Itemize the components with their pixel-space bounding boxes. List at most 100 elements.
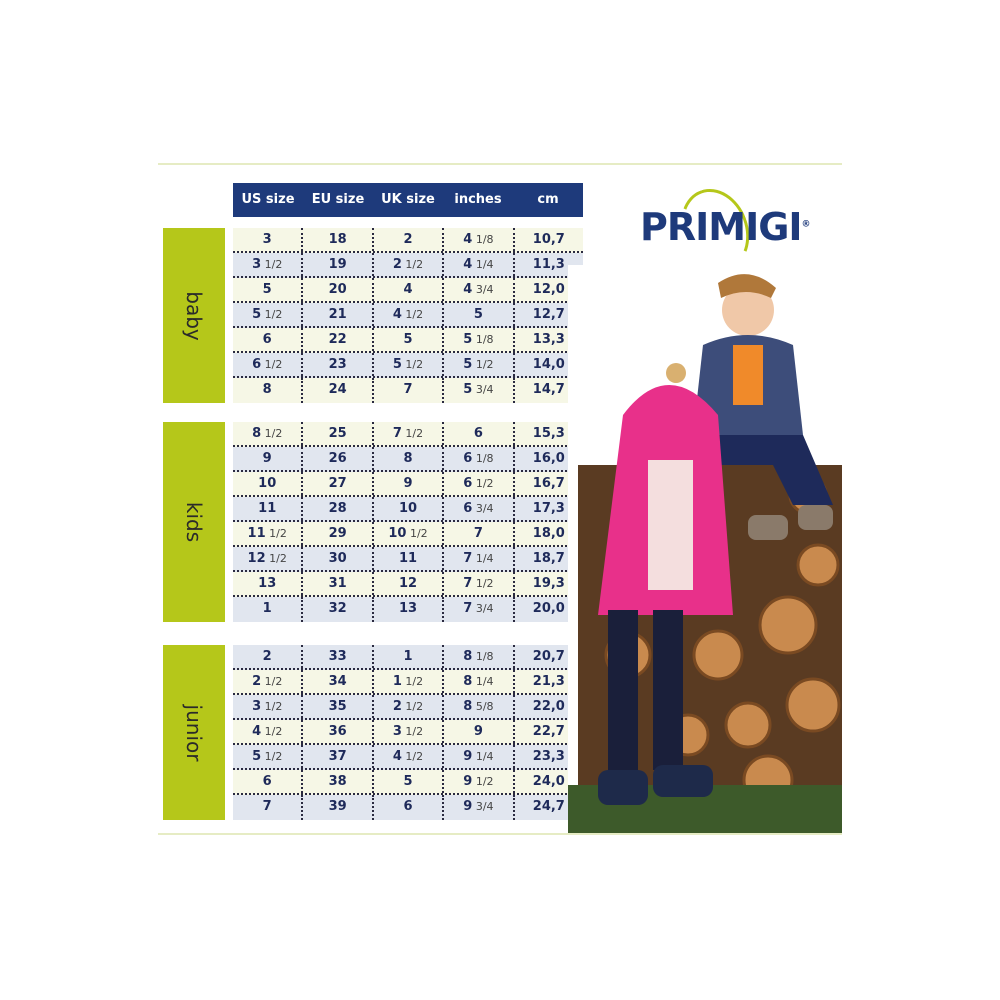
table-row: 5 1/2 21 4 1/2 5 12,7 [233, 303, 583, 328]
table-row: 3 1/2 19 2 1/2 4 1/4 11,3 [233, 253, 583, 278]
cell-inches: 5 [444, 303, 515, 326]
cell-cm: 15,3 [532, 426, 565, 441]
table-row: 11 1/2 29 10 1/2 7 18,0 [233, 522, 583, 547]
cell-cm: 22,7 [532, 724, 565, 739]
cell-us-size: 6 [233, 328, 304, 351]
cell-uk-size: 10 [374, 497, 445, 520]
table-row: 11 28 10 6 3/4 17,3 [233, 497, 583, 522]
cell-eu-size: 33 [303, 645, 374, 668]
cell-uk-size: 3 1/2 [374, 720, 445, 743]
cell-eu-size: 39 [303, 795, 374, 820]
table-row: 9 26 8 6 1/8 16,0 [233, 447, 583, 472]
cell-us-size: 10 [233, 472, 304, 495]
header-cm: cm [537, 192, 559, 207]
cell-cm: 17,3 [532, 501, 565, 516]
table-row: 2 33 1 8 1/8 20,7 [233, 645, 583, 670]
cell-eu-size: 19 [303, 253, 374, 276]
cell-inches: 8 1/8 [444, 645, 515, 668]
cell-cm: 12,7 [532, 307, 565, 322]
cell-uk-size: 7 1/2 [374, 422, 445, 445]
cell-us-size: 2 [233, 645, 304, 668]
cell-uk-size: 9 [374, 472, 445, 495]
cell-eu-size: 22 [303, 328, 374, 351]
cell-uk-size: 4 [374, 278, 445, 301]
top-divider [158, 163, 842, 165]
cell-cm: 13,3 [532, 332, 565, 347]
cell-eu-size: 35 [303, 695, 374, 718]
registered-mark: ® [801, 219, 811, 230]
children-on-logs-photo [568, 265, 842, 833]
cell-inches: 8 1/4 [444, 670, 515, 693]
cell-eu-size: 32 [303, 597, 374, 622]
table-row: 4 1/2 36 3 1/2 9 22,7 [233, 720, 583, 745]
cell-us-size: 5 1/2 [233, 745, 304, 768]
cell-eu-size: 36 [303, 720, 374, 743]
table-row: 12 1/2 30 11 7 1/4 18,7 [233, 547, 583, 572]
cell-cm: 24,0 [532, 774, 565, 789]
cell-inches: 6 3/4 [444, 497, 515, 520]
cell-eu-size: 31 [303, 572, 374, 595]
cell-uk-size: 2 1/2 [374, 253, 445, 276]
cell-inches: 9 1/4 [444, 745, 515, 768]
cell-eu-size: 28 [303, 497, 374, 520]
cell-cm: 19,3 [532, 576, 565, 591]
cell-us-size: 12 1/2 [233, 547, 304, 570]
cell-eu-size: 21 [303, 303, 374, 326]
cell-us-size: 5 [233, 278, 304, 301]
cell-inches: 4 3/4 [444, 278, 515, 301]
boy [693, 274, 833, 540]
cell-uk-size: 7 [374, 378, 445, 403]
table-row: 2 1/2 34 1 1/2 8 1/4 21,3 [233, 670, 583, 695]
cell-cm: 14,7 [532, 382, 565, 397]
table-row: 6 38 5 9 1/2 24,0 [233, 770, 583, 795]
cell-us-size: 9 [233, 447, 304, 470]
cell-eu-size: 26 [303, 447, 374, 470]
cell-cm: 18,0 [532, 526, 565, 541]
cell-uk-size: 10 1/2 [374, 522, 445, 545]
cell-us-size: 7 [233, 795, 304, 820]
cell-cm: 14,0 [532, 357, 565, 372]
cell-uk-size: 8 [374, 447, 445, 470]
cell-cm: 20,7 [532, 649, 565, 664]
girl [598, 363, 733, 805]
cell-uk-size: 2 1/2 [374, 695, 445, 718]
cell-us-size: 6 [233, 770, 304, 793]
cell-us-size: 8 [233, 378, 304, 403]
cell-cm: 11,3 [532, 257, 565, 272]
cell-eu-size: 24 [303, 378, 374, 403]
table-row: 1 32 13 7 3/4 20,0 [233, 597, 583, 622]
cell-uk-size: 12 [374, 572, 445, 595]
header-eu-size: EU size [311, 192, 365, 207]
table-row: 13 31 12 7 1/2 19,3 [233, 572, 583, 597]
table-row: 10 27 9 6 1/2 16,7 [233, 472, 583, 497]
cell-us-size: 5 1/2 [233, 303, 304, 326]
cell-inches: 4 1/4 [444, 253, 515, 276]
primigi-logo: PRIMIGI® [640, 205, 811, 249]
header-uk-size: UK size [381, 192, 435, 207]
cell-cm: 16,0 [532, 451, 565, 466]
cell-inches: 5 3/4 [444, 378, 515, 403]
cell-cm: 21,3 [532, 674, 565, 689]
cell-us-size: 8 1/2 [233, 422, 304, 445]
cell-inches: 5 1/8 [444, 328, 515, 351]
cell-uk-size: 4 1/2 [374, 303, 445, 326]
cell-eu-size: 38 [303, 770, 374, 793]
cell-us-size: 3 1/2 [233, 253, 304, 276]
cell-eu-size: 34 [303, 670, 374, 693]
cell-uk-size: 6 [374, 795, 445, 820]
header-us-size: US size [241, 192, 295, 207]
table-header: US size EU size UK size inches cm [233, 183, 583, 217]
table-row: 3 18 2 4 1/8 10,7 [233, 228, 583, 253]
cell-inches: 8 5/8 [444, 695, 515, 718]
cell-us-size: 4 1/2 [233, 720, 304, 743]
group-label-text: junior [182, 704, 206, 761]
cell-us-size: 1 [233, 597, 304, 622]
header-inches: inches [454, 192, 502, 207]
table-row: 5 1/2 37 4 1/2 9 1/4 23,3 [233, 745, 583, 770]
table-row: 8 24 7 5 3/4 14,7 [233, 378, 583, 403]
cell-eu-size: 27 [303, 472, 374, 495]
cell-eu-size: 25 [303, 422, 374, 445]
cell-inches: 6 1/8 [444, 447, 515, 470]
cell-eu-size: 30 [303, 547, 374, 570]
cell-uk-size: 2 [374, 228, 445, 251]
